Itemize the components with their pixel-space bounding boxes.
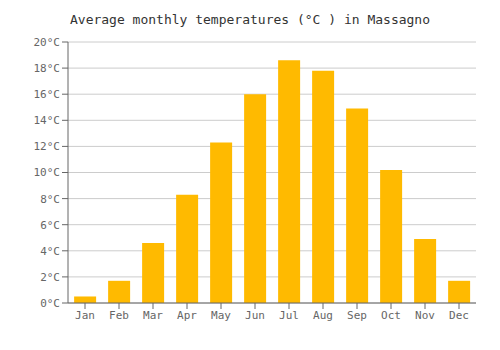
html-text:Average monthly temperatures (: Average monthly temperatures (°C ) in Ma… (70, 12, 430, 27)
svg-text:Dec: Dec (449, 309, 469, 322)
svg-text:2°C: 2°C (40, 271, 60, 284)
svg-text:Sep: Sep (347, 309, 367, 322)
svg-text:14°C: 14°C (34, 114, 61, 127)
svg-text:18°C: 18°C (34, 62, 61, 75)
svg-text:12°C: 12°C (34, 140, 61, 153)
svg-text:Aug: Aug (313, 309, 333, 322)
svg-text:10°C: 10°C (34, 166, 61, 179)
svg-text:Apr: Apr (177, 309, 197, 322)
svg-text:6°C: 6°C (40, 219, 60, 232)
svg-text:Jan: Jan (75, 309, 95, 322)
svg-text:Nov: Nov (415, 309, 435, 322)
svg-text:Feb: Feb (109, 309, 129, 322)
svg-text:Jun: Jun (245, 309, 265, 322)
svg-text:Mar: Mar (143, 309, 163, 322)
svg-text:4°C: 4°C (40, 245, 60, 258)
svg-text:8°C: 8°C (40, 193, 60, 206)
svg-text:0°C: 0°C (40, 297, 60, 310)
svg-text:Oct: Oct (381, 309, 401, 322)
svg-text:Jul: Jul (279, 309, 299, 322)
svg-text:16°C: 16°C (34, 88, 61, 101)
svg-text:20°C: 20°C (34, 36, 61, 49)
svg-text:May: May (211, 309, 231, 322)
